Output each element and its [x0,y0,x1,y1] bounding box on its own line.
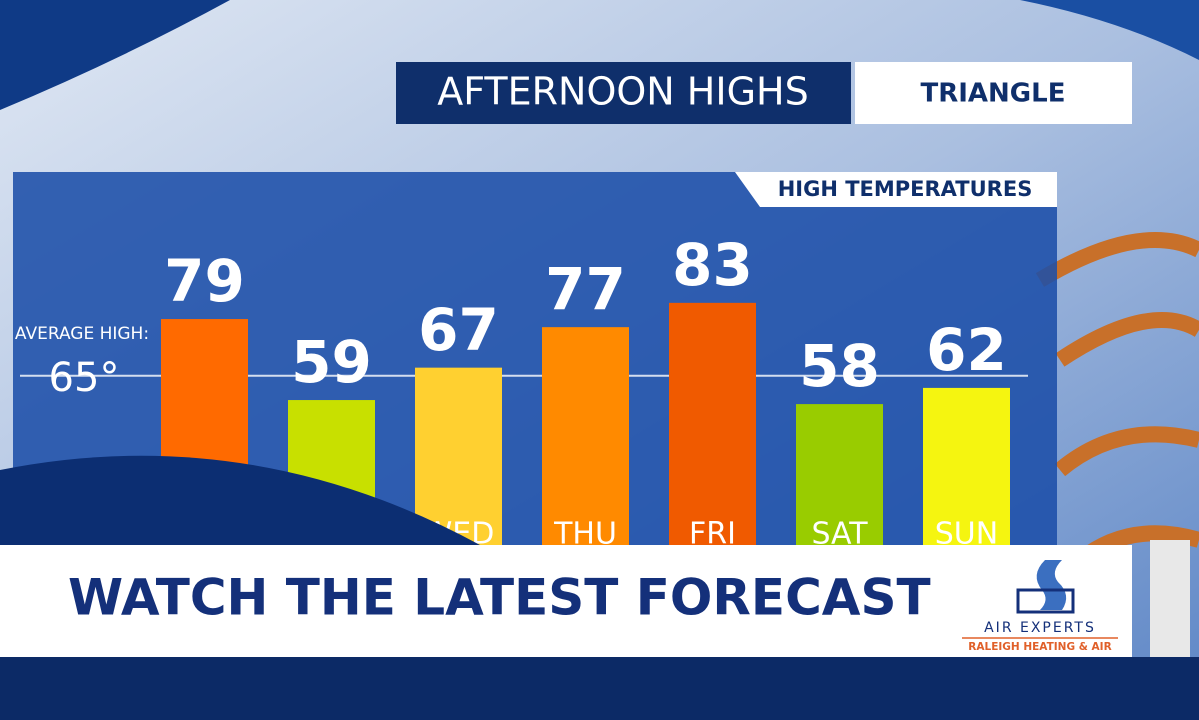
bar [669,302,756,558]
overlay-swoosh [0,455,480,545]
bar [796,404,883,558]
value-label: 67 [418,296,499,364]
header-box [396,62,851,124]
bar [923,387,1010,558]
value-label: 58 [799,332,880,400]
chart-title-tab [735,172,1057,207]
sponsor-name: AIR EXPERTS [984,620,1096,636]
region-box [855,62,1132,124]
banner-text[interactable]: WATCH THE LATEST FORECAST [68,569,931,627]
value-label: 62 [926,316,1007,384]
header-title: AFTERNOON HIGHS [437,70,808,114]
value-label: 79 [164,247,245,315]
value-label: 59 [291,328,372,396]
chart-title: HIGH TEMPERATURES [778,177,1033,201]
sponsor-logo [1036,560,1067,610]
sponsor-tagline: RALEIGH HEATING & AIR [968,641,1111,653]
average-caption: AVERAGE HIGH: [15,324,149,344]
bar [542,327,629,558]
region-label: TRIANGLE [921,79,1066,109]
footer-strip [0,657,1199,720]
corner-swoosh [0,0,230,110]
banner [0,545,1132,657]
corner-swoosh [1020,0,1199,60]
value-label: 83 [672,231,753,299]
sponsor-logo [1016,588,1075,614]
average-value: 65° [49,355,120,401]
value-label: 77 [545,255,626,323]
